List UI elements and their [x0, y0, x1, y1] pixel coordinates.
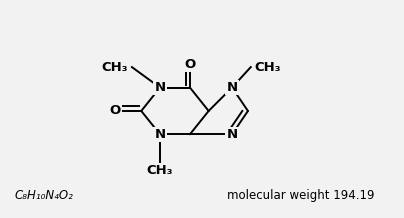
- Text: CH₃: CH₃: [102, 61, 128, 74]
- Text: CH₃: CH₃: [255, 61, 281, 74]
- Text: N: N: [154, 128, 166, 141]
- Text: C₈H₁₀N₄O₂: C₈H₁₀N₄O₂: [14, 189, 73, 202]
- Text: O: O: [184, 58, 196, 71]
- Text: molecular weight 194.19: molecular weight 194.19: [227, 189, 375, 202]
- Text: N: N: [154, 81, 166, 94]
- Text: N: N: [227, 81, 238, 94]
- Text: O: O: [109, 104, 121, 118]
- Text: N: N: [227, 128, 238, 141]
- Text: CH₃: CH₃: [147, 164, 173, 177]
